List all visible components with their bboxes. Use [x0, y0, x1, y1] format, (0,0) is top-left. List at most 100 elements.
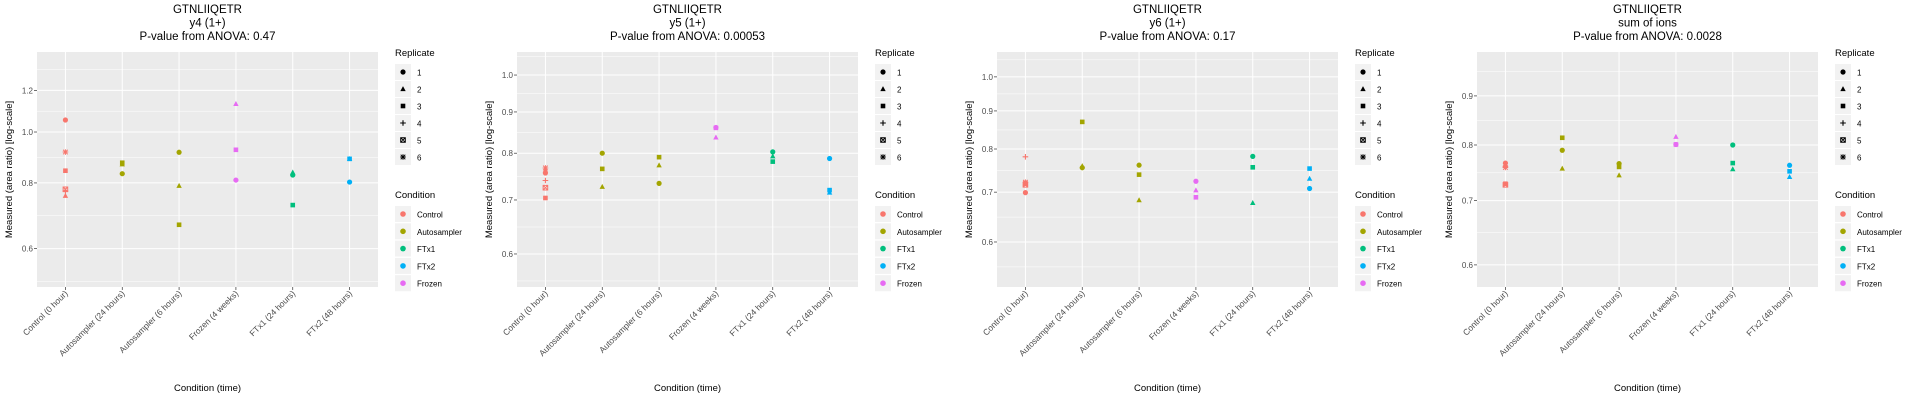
data-point-replicate-1: [119, 171, 125, 177]
data-point-replicate-6: [542, 165, 549, 171]
data-point-replicate-3: [1673, 142, 1679, 147]
chart-svg: GTNLIIQETR y4 (1+)P-value from ANOVA: 0.4…: [4, 4, 462, 394]
data-point-replicate-3: [1307, 166, 1312, 171]
x-tick-label: Frozen (4 weeks): [187, 288, 241, 342]
condition-color-icon: [1360, 280, 1366, 287]
legend-item-condition: FTx1: [1835, 240, 1876, 257]
condition-color-icon: [880, 280, 886, 287]
legend-item-replicate: 2: [875, 81, 902, 97]
y-tick-label: 1.0: [982, 73, 994, 82]
data-point-replicate-2: [1673, 133, 1679, 139]
data-point-replicate-1: [1022, 190, 1029, 196]
x-tick-label: FTx1 (24 hours): [1207, 288, 1257, 338]
legend-label: FTx1: [1857, 245, 1876, 254]
replicate-5-shape-icon: [880, 137, 886, 143]
data-point-replicate-2: [62, 192, 69, 198]
data-point-replicate-2: [233, 101, 239, 107]
replicate-6-shape-icon: [1360, 154, 1366, 160]
legend-label: 3: [417, 103, 422, 112]
data-point-replicate-1: [599, 150, 605, 156]
y-tick-label: 0.6: [1462, 261, 1474, 270]
condition-color-icon: [400, 245, 406, 252]
legend-label: 1: [897, 69, 902, 78]
legend-item-replicate: 5: [875, 132, 902, 148]
legend-item-replicate: 5: [1355, 132, 1382, 148]
replicate-5-shape-icon: [1840, 137, 1846, 143]
x-tick-label: Frozen (4 weeks): [1147, 288, 1201, 342]
x-tick-label: FTx1 (24 hours): [1687, 288, 1737, 338]
data-point-replicate-3: [290, 202, 296, 208]
legend-item-replicate: 6: [1355, 149, 1382, 165]
legend-item-condition: FTx2: [395, 257, 436, 274]
legend-replicate-title: Replicate: [1355, 48, 1395, 59]
plot-background: [1477, 52, 1818, 287]
y-axis-label: Measured (area ratio) [log-scale]: [964, 101, 975, 238]
data-point-replicate-3: [1616, 164, 1622, 170]
plot-background: [37, 52, 378, 287]
legend-item-condition: FTx1: [1355, 240, 1396, 257]
data-point-replicate-3: [1503, 181, 1508, 187]
legend-item-replicate: 2: [1355, 81, 1382, 97]
legend-label: 6: [1377, 154, 1382, 163]
data-point-replicate-6: [1502, 164, 1509, 171]
replicate-3-shape-icon: [1360, 103, 1366, 109]
y-axis-label: Measured (area ratio) [log-scale]: [484, 101, 495, 238]
data-point-replicate-4: [542, 177, 549, 184]
replicate-5-shape-icon: [400, 137, 406, 143]
data-point-replicate-1: [1559, 147, 1565, 153]
legend-item-replicate: 6: [1835, 149, 1862, 165]
replicate-2-shape-icon: [880, 86, 886, 92]
legend-item-replicate: 4: [395, 115, 422, 131]
data-point-replicate-3: [713, 125, 719, 131]
data-point-replicate-3: [1559, 135, 1565, 141]
chart-subtitle: y6 (1+): [1149, 18, 1185, 30]
x-tick-label: Autosampler (6 hours): [597, 288, 664, 355]
legend-item-replicate: 6: [395, 149, 422, 165]
data-point-replicate-1: [233, 177, 239, 183]
x-axis-label: Condition (time): [654, 383, 721, 394]
data-point-replicate-2: [599, 183, 605, 189]
legend-replicate-title: Replicate: [875, 48, 915, 59]
legend-label: FTx1: [897, 245, 916, 254]
legend-label: Autosampler: [417, 228, 462, 237]
chart-svg: GTNLIIQETR y5 (1+)P-value from ANOVA: 0.0…: [484, 4, 942, 394]
legend-item-condition: Control: [395, 206, 443, 222]
chart-title: GTNLIIQETR: [1613, 4, 1682, 16]
data-point-replicate-2: [1786, 174, 1793, 180]
data-point-replicate-2: [1250, 200, 1256, 206]
legend-condition-title: Condition: [875, 190, 915, 201]
legend-label: 3: [1377, 103, 1382, 112]
legend-item-replicate: 4: [1355, 115, 1382, 131]
x-tick-label: FTx1 (24 hours): [727, 288, 777, 338]
legend-label: Autosampler: [897, 228, 942, 237]
y-axis-label: Measured (area ratio) [log-scale]: [4, 101, 15, 238]
anova-pvalue: P-value from ANOVA: 0.17: [1100, 31, 1236, 43]
data-point-replicate-1: [1193, 178, 1199, 184]
data-point-replicate-2: [290, 169, 296, 175]
legend-condition-title: Condition: [395, 190, 435, 201]
legend-item-replicate: 5: [395, 132, 422, 148]
chart-panel: GTNLIIQETR sum of ions P-value from ANOVA:…: [1440, 0, 1920, 400]
legend-item-condition: Control: [875, 206, 923, 222]
y-tick-label: 0.9: [1462, 92, 1474, 101]
data-point-replicate-1: [1306, 185, 1313, 192]
y-tick-label: 0.7: [1462, 197, 1474, 206]
y-tick-label: 0.6: [22, 245, 34, 254]
legend-label: Autosampler: [1377, 228, 1422, 237]
legend-item-replicate: 3: [395, 98, 422, 114]
replicate-3-shape-icon: [400, 103, 406, 109]
chart-title: GTNLIIQETR: [1133, 4, 1202, 16]
x-axis-label: Condition (time): [1134, 383, 1201, 394]
x-tick-label: Autosampler (6 hours): [1077, 288, 1144, 355]
x-tick-label: Control (0 hour): [501, 288, 550, 337]
data-point-replicate-3: [1079, 119, 1085, 125]
chart-title: GTNLIIQETR: [173, 4, 242, 16]
condition-color-icon: [400, 280, 406, 287]
legend-item-condition: FTx2: [875, 257, 916, 274]
legend-item-replicate: 1: [1355, 64, 1382, 80]
x-tick-label: Frozen (4 weeks): [1627, 288, 1681, 342]
legend-label: FTx2: [417, 262, 436, 271]
replicate-4-shape-icon: [880, 120, 886, 126]
legend-item-condition: Autosampler: [395, 223, 462, 240]
